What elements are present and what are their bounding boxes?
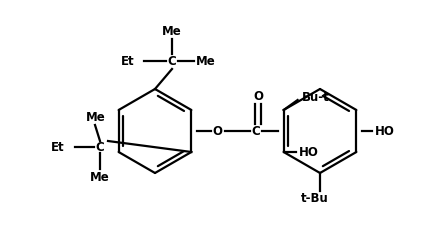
Text: Me: Me (196, 55, 216, 67)
Text: Me: Me (86, 111, 106, 124)
Text: t-Bu: t-Bu (301, 192, 329, 205)
Text: Et: Et (51, 140, 65, 153)
Text: O: O (253, 89, 263, 103)
Text: O: O (212, 124, 222, 137)
Text: Me: Me (162, 24, 182, 38)
Text: C: C (252, 124, 260, 137)
Text: Bu-t: Bu-t (302, 90, 329, 104)
Text: C: C (168, 55, 176, 67)
Text: HO: HO (299, 145, 318, 159)
Text: C: C (96, 140, 104, 153)
Text: Et: Et (121, 55, 134, 67)
Text: HO: HO (375, 124, 395, 137)
Text: Me: Me (90, 171, 110, 184)
